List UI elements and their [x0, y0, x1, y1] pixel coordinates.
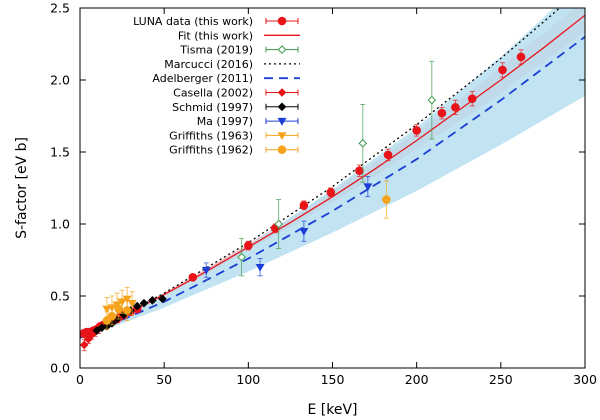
data-point: [201, 266, 211, 275]
data-point: [158, 294, 167, 304]
data-point: [255, 264, 265, 272]
data-point: [122, 295, 132, 304]
x-tick-label: 100: [236, 372, 260, 387]
data-point: [412, 126, 421, 135]
legend-marker: [277, 16, 287, 26]
adelberger-2011-band: [80, 8, 585, 340]
y-tick-label: 0.5: [50, 289, 70, 304]
x-tick-label: 50: [156, 372, 172, 387]
data-point: [451, 103, 460, 112]
data-point: [274, 219, 283, 229]
data-point: [188, 272, 198, 282]
axes: 0 50 100 150 200 250 300 0.0 0.5 1.0 1.5 2.0 2.5: [50, 1, 597, 388]
x-tick-label: 0: [76, 372, 84, 387]
data-point: [326, 188, 336, 197]
data-point: [467, 94, 477, 104]
legend-label: Casella (2002): [173, 87, 253, 100]
data-point: [102, 305, 112, 314]
ma-1997-series: [201, 176, 373, 278]
y-tick-label: 0.0: [50, 361, 70, 376]
y-tick-label: 2.0: [50, 73, 70, 88]
data-point: [437, 108, 447, 118]
data-point: [107, 311, 117, 321]
adelberger-2011-line: [80, 36, 585, 339]
legend-label: Fit (this work): [178, 29, 253, 42]
legend-label: LUNA data (this work): [133, 15, 253, 28]
griffiths-1962-series: [102, 180, 391, 330]
confidence-bands: [80, 8, 585, 340]
legend-label: Marcucci (2016): [164, 58, 253, 71]
data-point: [498, 65, 507, 75]
legend-label: Griffiths (1962): [169, 144, 253, 157]
data-point: [427, 95, 437, 105]
data-point: [299, 200, 309, 210]
x-tick-label: 150: [321, 372, 345, 387]
data-point: [80, 340, 89, 350]
data-point: [355, 166, 364, 176]
y-axis-label: S-factor [eV b]: [14, 137, 30, 239]
legend-marker: [277, 132, 287, 141]
data-point: [237, 252, 246, 262]
y-tick-label: 1.0: [50, 217, 70, 232]
y-tick-label: 1.5: [50, 145, 70, 160]
data-point: [148, 296, 157, 305]
x-axis-label: E [keV]: [307, 402, 357, 418]
y-tick-label: 2.5: [50, 1, 70, 16]
data-point: [358, 139, 368, 148]
legend-marker: [277, 88, 287, 97]
legend-label: Ma (1997): [197, 115, 253, 128]
tisma-2019-series: [237, 60, 437, 277]
legend-label: Griffiths (1963): [169, 129, 253, 142]
data-point: [132, 301, 142, 311]
legend-label: Adelberger (2011): [152, 72, 253, 85]
data-points: [80, 49, 526, 352]
data-point: [114, 304, 124, 314]
data-point: [363, 183, 373, 192]
x-tick-label: 200: [405, 372, 429, 387]
legend-marker: [277, 102, 287, 112]
legend-marker: [277, 117, 287, 126]
data-point: [299, 228, 309, 236]
x-tick-label: 250: [489, 372, 513, 387]
data-point: [139, 298, 149, 308]
x-tick-label: 300: [573, 372, 597, 387]
legend-label: Tisma (2019): [179, 44, 253, 57]
data-point: [127, 300, 137, 308]
marcucci-2016-line: [80, 8, 561, 339]
legend-marker: [277, 145, 287, 154]
data-point: [383, 150, 393, 160]
data-point: [92, 326, 102, 335]
data-point: [122, 306, 132, 315]
legend: LUNA data (this work)Fit (this work) Tism…: [133, 15, 300, 157]
legend-marker: [277, 45, 287, 54]
legend-label: Schmid (1997): [172, 101, 253, 114]
data-point: [516, 52, 526, 62]
data-point: [382, 195, 391, 204]
data-point: [117, 298, 127, 307]
data-point: [244, 241, 253, 250]
